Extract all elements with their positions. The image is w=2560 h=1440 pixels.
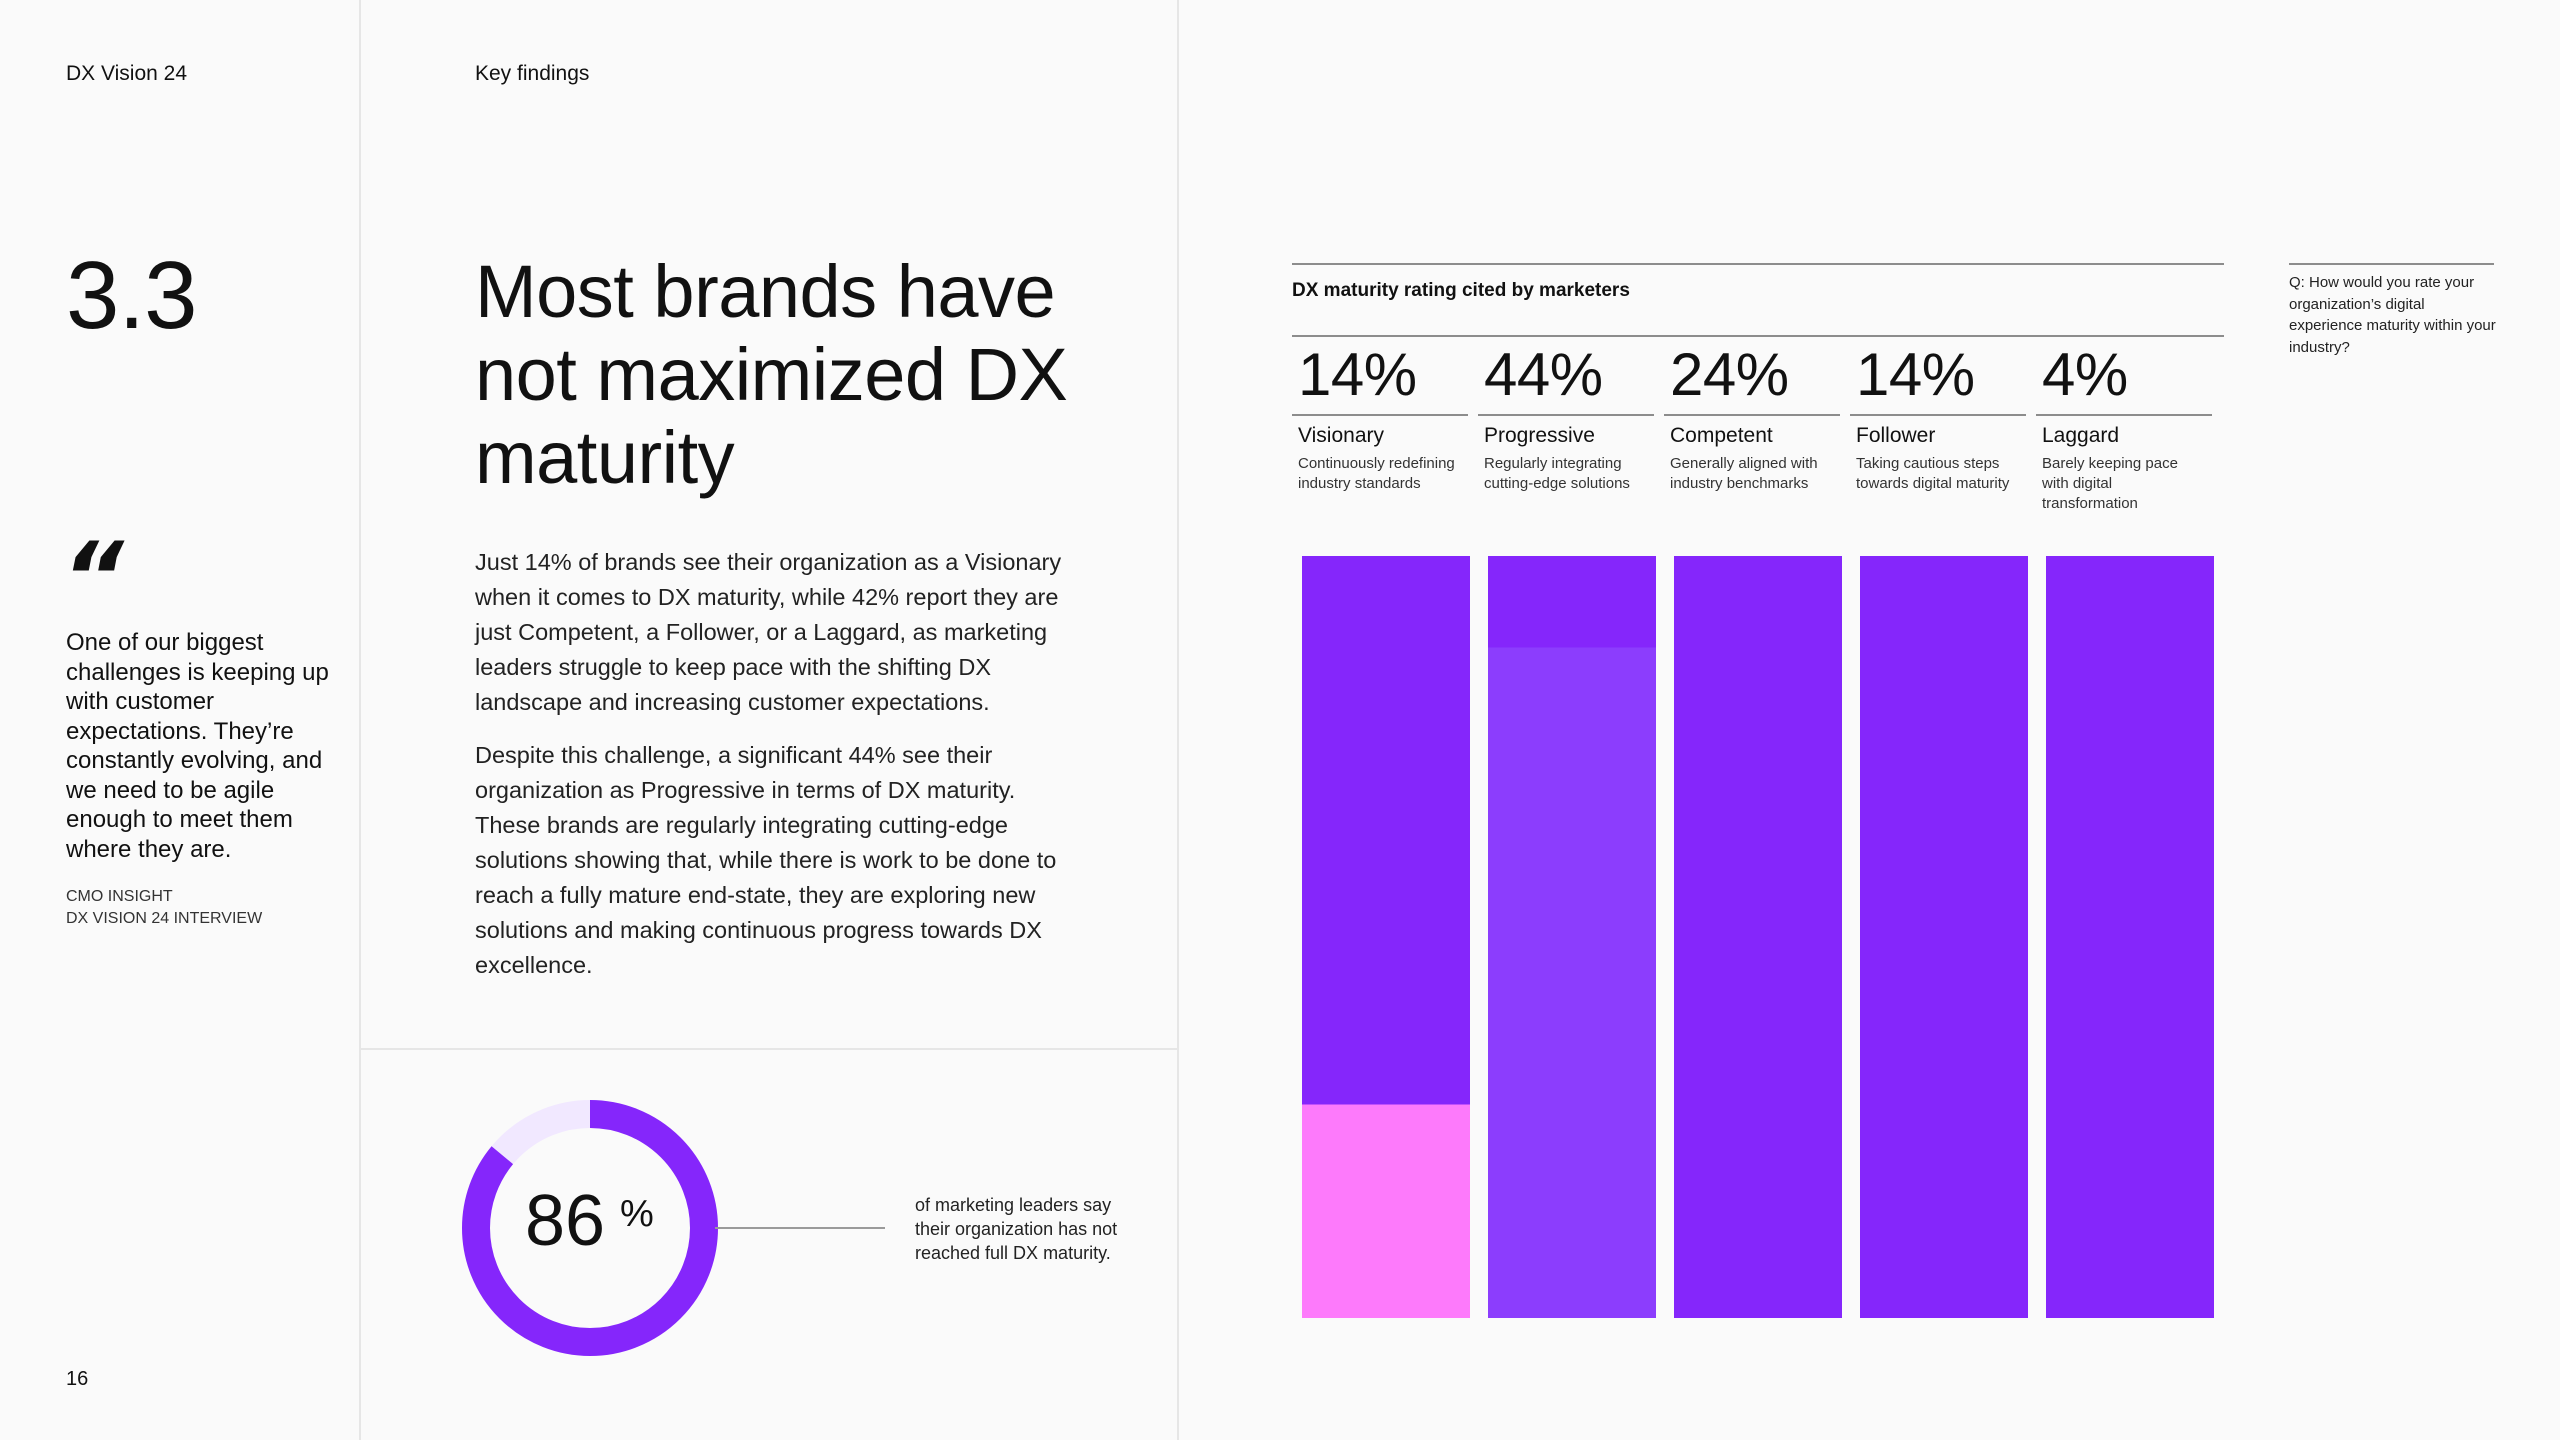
stat-leader-line — [715, 1227, 885, 1229]
category-percent: 14% — [1856, 341, 1975, 408]
section-number: 3.3 — [66, 242, 197, 349]
page-title: Most brands have not maximized DX maturi… — [475, 250, 1068, 499]
quote-source-line: CMO INSIGHT — [66, 888, 173, 905]
chart-top-rule — [1292, 263, 2224, 265]
left-column-divider — [359, 0, 361, 1440]
category-rule — [1664, 414, 1840, 416]
stat-value: 86 — [525, 1181, 606, 1261]
category-percent: 14% — [1298, 341, 1417, 408]
stat-unit: % — [620, 1193, 654, 1235]
category-column: 14% Follower Taking cautious steps towar… — [1850, 340, 2026, 494]
survey-question: Q: How would you rate your organization’… — [2289, 274, 2496, 356]
page-number: 16 — [66, 1368, 89, 1390]
question-rule — [2289, 263, 2494, 265]
stat-divider — [360, 1048, 1178, 1050]
category-description: Regularly integrating cutting-edge solut… — [1484, 455, 1630, 492]
category-percent: 44% — [1484, 341, 1603, 408]
bar-follower — [1860, 556, 2028, 1318]
quote-mark-icon: “ — [62, 522, 124, 634]
section-label: Key findings — [475, 62, 590, 85]
quote-source: CMO INSIGHT DX VISION 24 INTERVIEW — [66, 886, 262, 930]
chart-title-rule — [1292, 335, 2224, 337]
brand-label: DX Vision 24 — [66, 62, 188, 85]
category-label: Visionary — [1298, 424, 1384, 447]
category-rule — [1478, 414, 1654, 416]
body-paragraph: Despite this challenge, a significant 44… — [475, 742, 1057, 978]
category-rule — [1850, 414, 2026, 416]
maturity-bar-chart — [1302, 556, 2214, 1318]
category-label: Competent — [1670, 424, 1773, 447]
bar-laggard — [2046, 556, 2214, 1318]
category-description: Continuously redefining industry standar… — [1298, 455, 1455, 492]
middle-column-divider — [1177, 0, 1179, 1440]
category-column: 14% Visionary Continuously redefining in… — [1292, 340, 1468, 494]
category-label: Progressive — [1484, 424, 1595, 447]
stat-donut-chart — [462, 1100, 718, 1356]
bar-highlight-visionary — [1302, 1104, 1470, 1318]
category-label: Laggard — [2042, 424, 2120, 447]
category-column: 4% Laggard Barely keeping pace with digi… — [2036, 340, 2212, 514]
stat-caption: of marketing leaders say their organizat… — [915, 1195, 1118, 1263]
chart-title: DX maturity rating cited by marketers — [1292, 280, 1630, 301]
category-description: Generally aligned with industry benchmar… — [1670, 455, 1818, 492]
category-percent: 24% — [1670, 341, 1789, 408]
category-label: Follower — [1856, 424, 1936, 447]
category-rule — [2036, 414, 2212, 416]
category-percent: 4% — [2042, 341, 2128, 408]
category-rule — [1292, 414, 1468, 416]
quote-text: One of our biggest challenges is keeping… — [66, 629, 329, 863]
bar-highlight-progressive — [1488, 647, 1656, 1318]
category-column: 24% Competent Generally aligned with ind… — [1664, 340, 1840, 494]
category-description: Barely keeping pace with digital transfo… — [2042, 455, 2178, 512]
bar-competent — [1674, 556, 1842, 1318]
category-column: 44% Progressive Regularly integrating cu… — [1478, 340, 1654, 494]
category-description: Taking cautious steps towards digital ma… — [1856, 455, 2010, 492]
quote-source-line: DX VISION 24 INTERVIEW — [66, 910, 263, 927]
body-paragraph: Just 14% of brands see their organizatio… — [475, 549, 1062, 715]
donut-fill — [462, 1100, 718, 1356]
